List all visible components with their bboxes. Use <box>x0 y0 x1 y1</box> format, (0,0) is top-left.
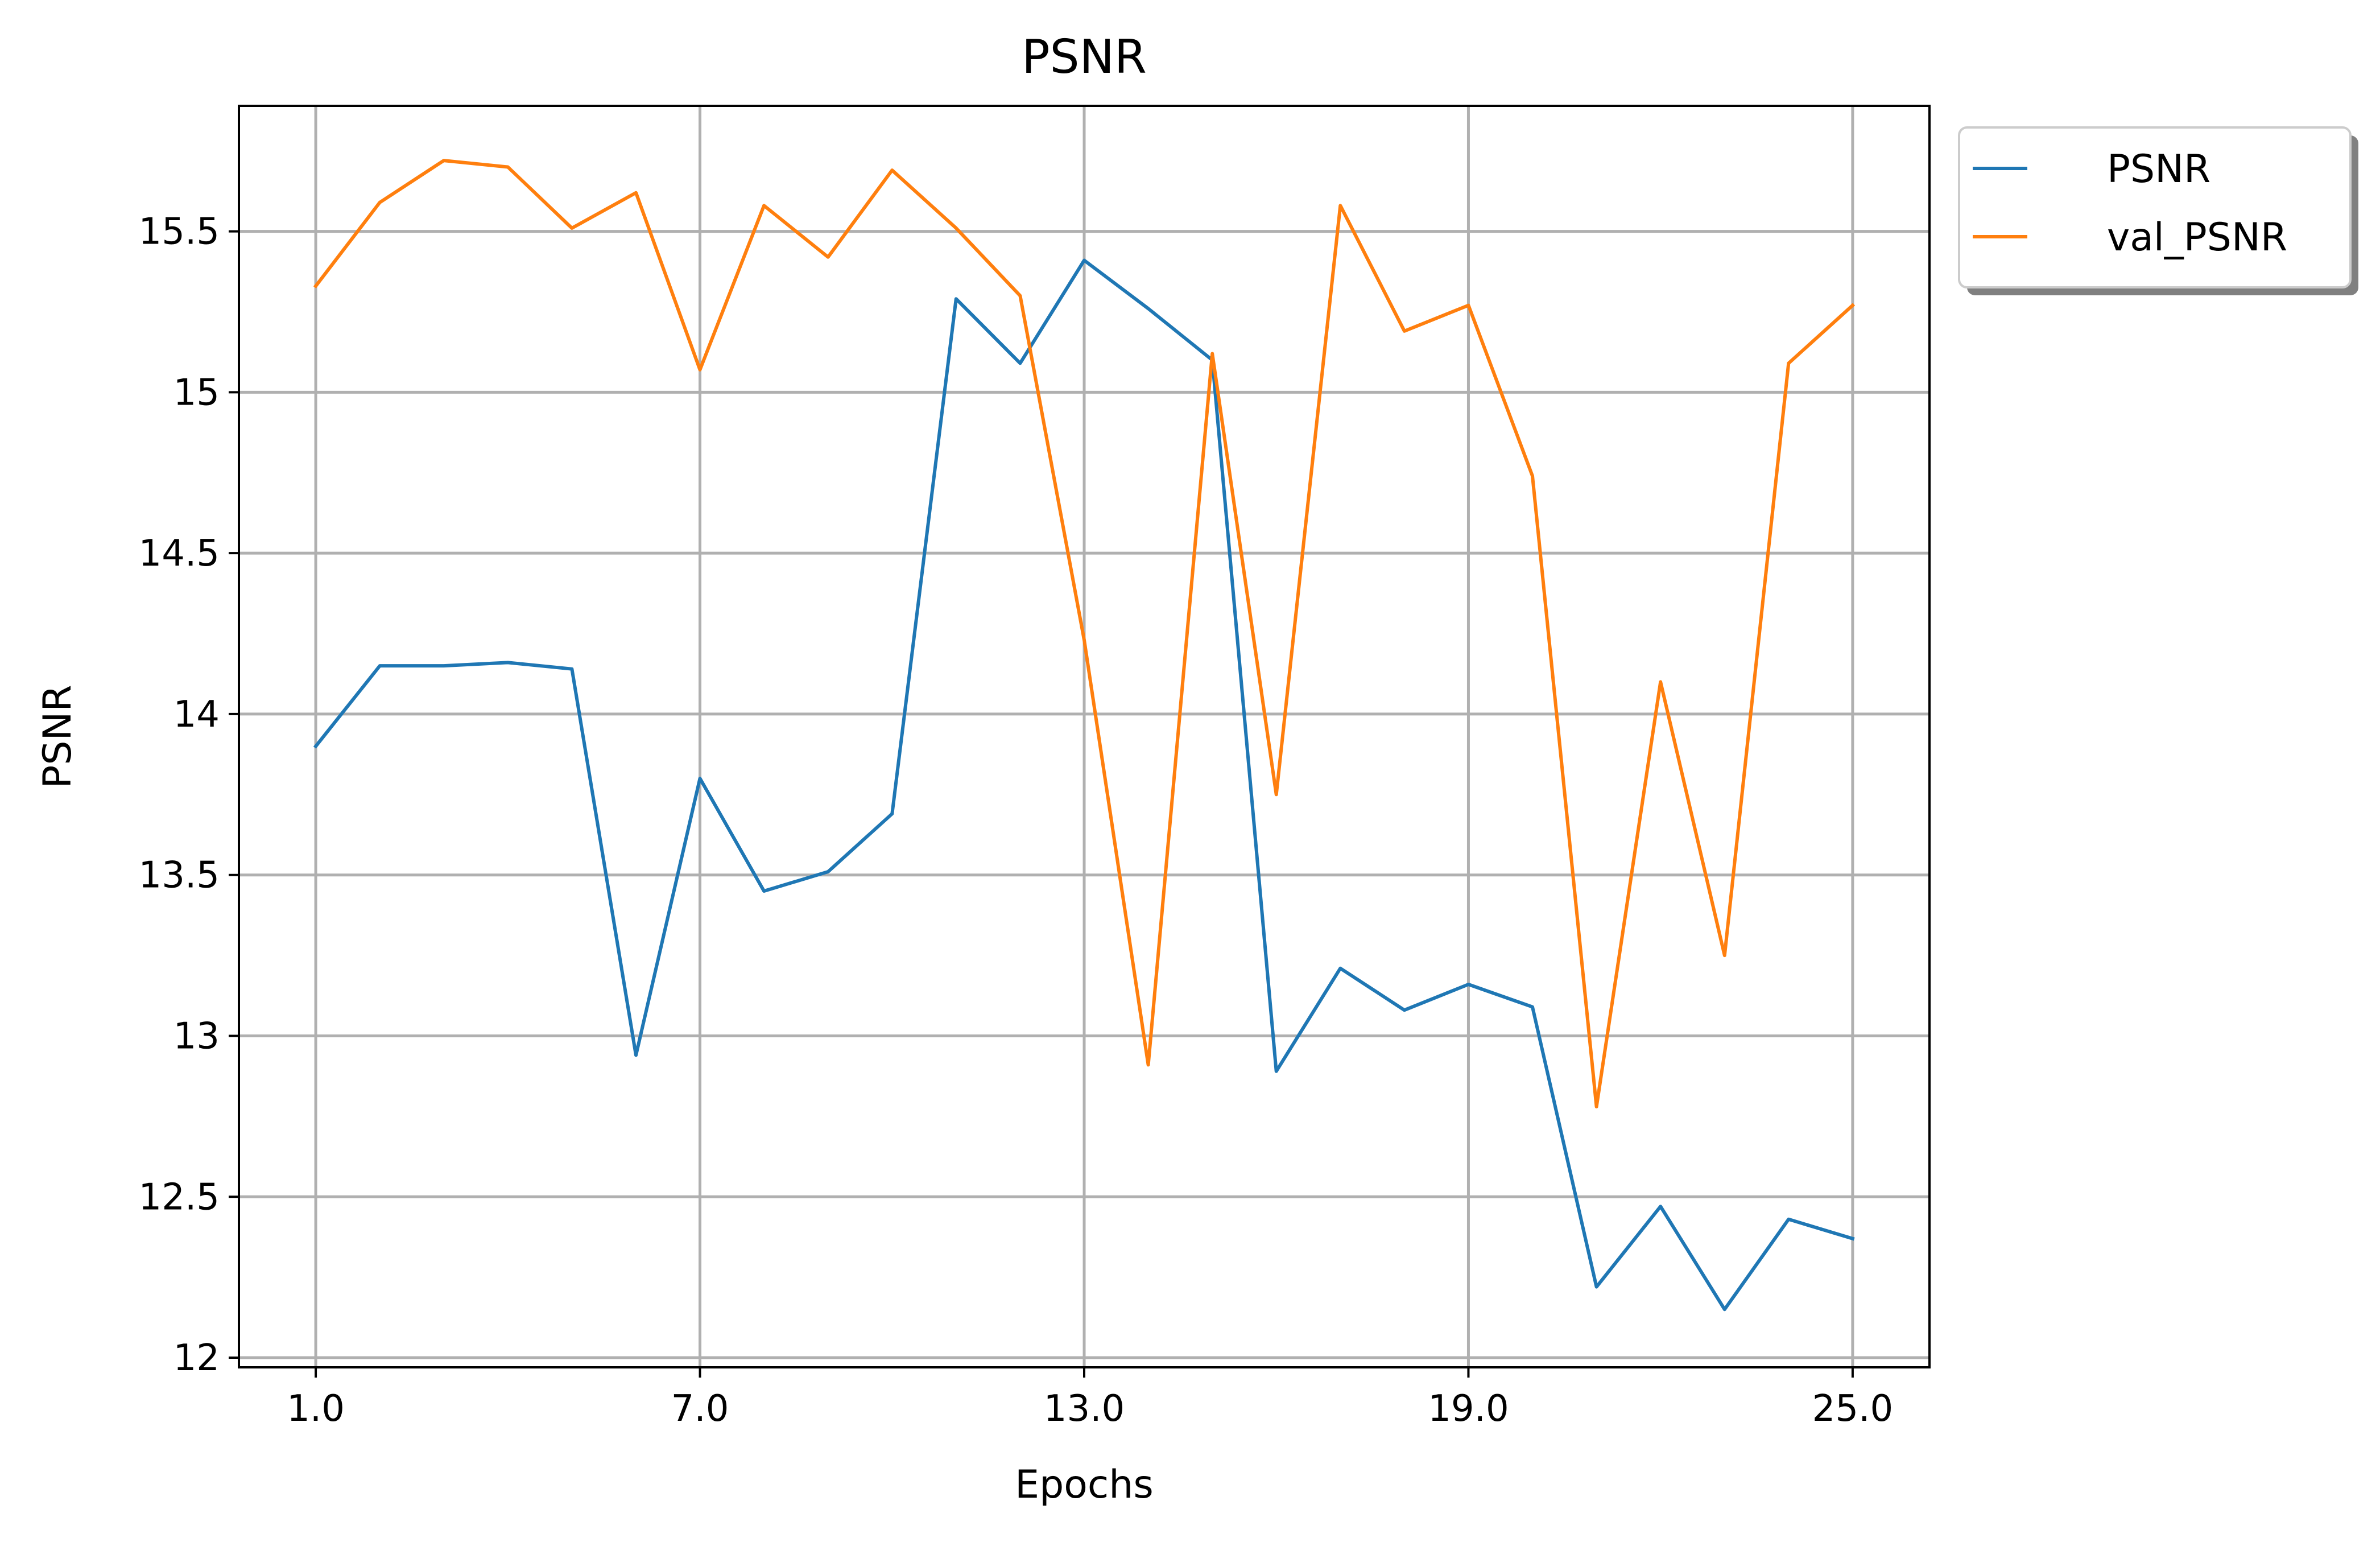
y-tick-label: 14 <box>173 694 220 736</box>
y-tick-label: 14.5 <box>139 533 220 575</box>
y-tick-label: 13 <box>173 1015 220 1057</box>
y-tick-label: 13.5 <box>139 855 220 897</box>
legend: PSNR val_PSNR <box>1958 126 2358 295</box>
legend-box <box>1958 126 2352 288</box>
y-tick-label: 12.5 <box>139 1176 220 1218</box>
y-axis-ticks: 12 12.5 13 13.5 14 14.5 15 15.5 <box>139 211 239 1379</box>
grid-lines <box>239 106 1929 1367</box>
chart-title: PSNR <box>1022 30 1147 84</box>
x-axis-ticks: 1.0 7.0 13.0 19.0 25.0 <box>287 1367 1893 1430</box>
x-tick-label: 13.0 <box>1044 1388 1125 1430</box>
x-axis-label: Epochs <box>1015 1462 1154 1507</box>
x-tick-label: 19.0 <box>1428 1388 1509 1430</box>
y-tick-label: 15 <box>173 372 220 414</box>
x-tick-label: 25.0 <box>1812 1388 1894 1430</box>
x-tick-label: 7.0 <box>671 1388 729 1430</box>
y-axis-label: PSNR <box>35 685 80 788</box>
series-line-val-psnr <box>313 159 1856 1108</box>
y-tick-label: 12 <box>173 1337 220 1379</box>
legend-label-val-psnr: val_PSNR <box>2107 215 2287 260</box>
legend-label-psnr: PSNR <box>2107 147 2210 192</box>
series-line-psnr <box>313 258 1855 1312</box>
x-tick-label: 1.0 <box>287 1388 345 1430</box>
y-tick-label: 15.5 <box>139 211 220 253</box>
data-series <box>313 159 1856 1312</box>
